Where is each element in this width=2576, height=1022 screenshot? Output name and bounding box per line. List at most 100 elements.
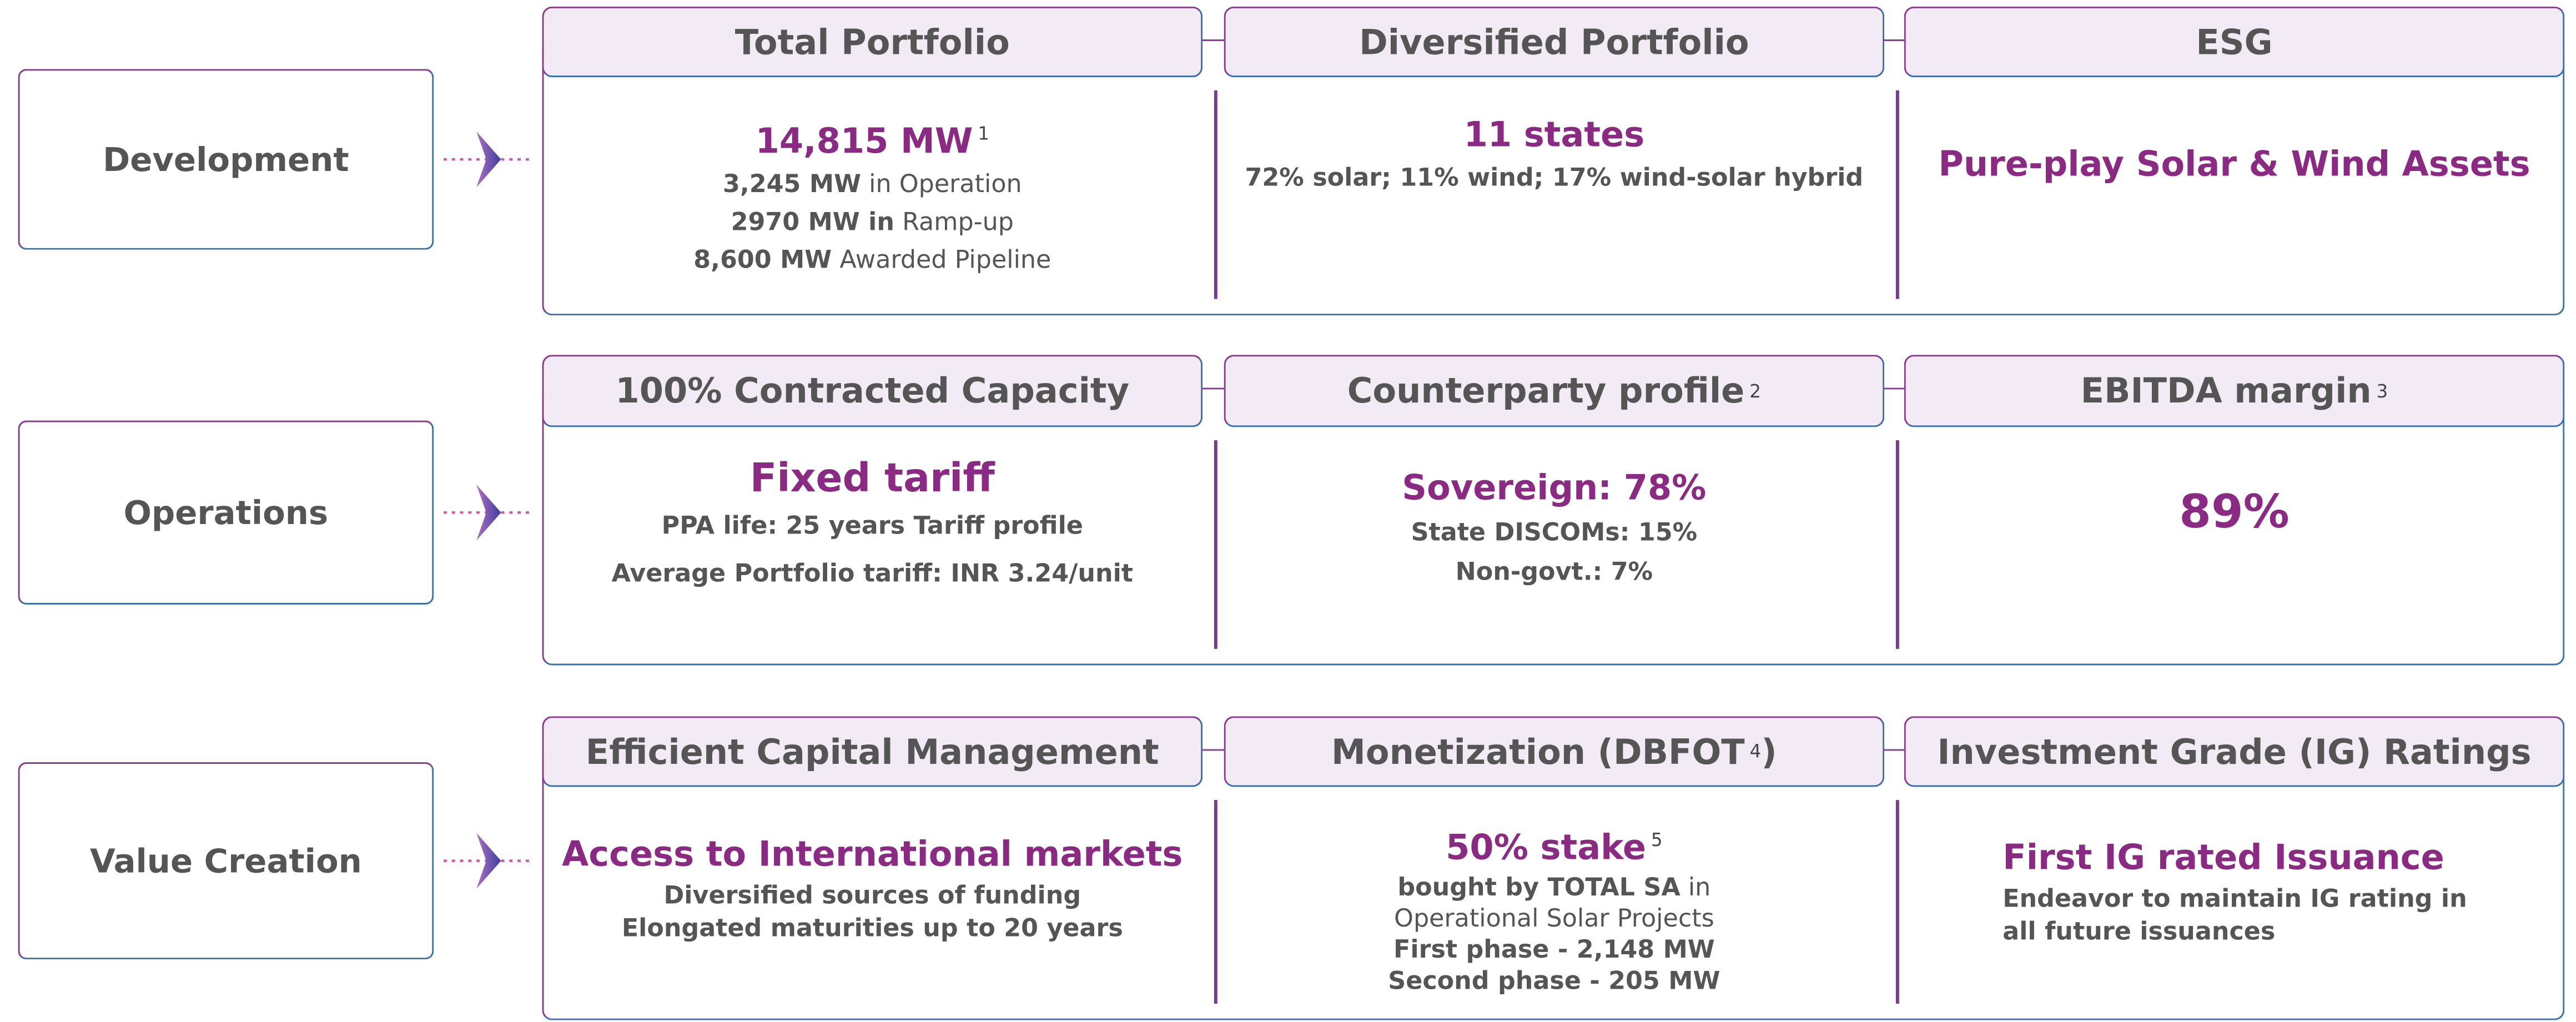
arrow <box>443 131 531 188</box>
detail-line: Average Portfolio tariff: INR 3.24/unit <box>542 550 1203 598</box>
detail-line: 3,245 MW in Operation <box>542 166 1203 204</box>
highlight: 14,815 MW 1 <box>542 110 1203 166</box>
divider <box>1895 800 1899 1004</box>
detail-line: Elongated maturities up to 20 years <box>542 912 1203 944</box>
text-run: First phase - 2,148 MW <box>1393 934 1715 965</box>
column-body: 89% <box>1904 480 2565 545</box>
highlight: Access to International markets <box>542 829 1203 879</box>
text-run: 14,815 MW <box>755 121 973 161</box>
detail-line: Second phase - 205 MW <box>1224 966 1885 997</box>
text-run: 8,600 MW <box>693 244 832 275</box>
detail-line: PPA life: 25 years Tariff profile <box>542 503 1203 551</box>
text-run: Non-govt.: 7% <box>1455 557 1653 587</box>
text-run: Awarded Pipeline <box>832 244 1051 275</box>
text-run: Total Portfolio <box>734 22 1010 62</box>
text-run: 4 <box>1749 741 1762 763</box>
column-header: 100% Contracted Capacity <box>542 355 1203 427</box>
arrow <box>443 484 531 541</box>
column-body: Access to International markets Diversifi… <box>542 829 1203 944</box>
text-run: ESG <box>2196 22 2273 62</box>
text-run: 3 <box>2376 380 2388 402</box>
detail-line: Diversified sources of funding <box>542 879 1203 912</box>
stage-label: Development <box>18 69 434 250</box>
column-header: ESG <box>1904 6 2565 78</box>
column-body: Pure-play Solar & Wind Assets <box>1904 140 2565 189</box>
detail-line: all future issuances <box>2003 915 2564 948</box>
column-header: Counterparty profile 2 <box>1224 355 1885 427</box>
text-run: Diversified sources of funding <box>663 880 1081 910</box>
text-run: Counterparty profile <box>1347 371 1745 411</box>
text-run: Fixed tariff <box>749 455 995 501</box>
divider <box>1214 440 1217 649</box>
text-run: EBITDA margin <box>2080 371 2372 411</box>
text-run: 100% Contracted Capacity <box>615 371 1130 411</box>
column-body: 14,815 MW 1 3,245 MW in Operation 2970 MW i… <box>542 110 1203 279</box>
text-run: Investment Grade (IG) Ratings <box>1937 732 2532 772</box>
highlight: 11 states <box>1224 110 1885 159</box>
text-run: Sovereign: 78% <box>1402 468 1707 508</box>
detail-line: Endeavor to maintain IG rating in <box>2003 882 2564 915</box>
text-run: bought by TOTAL SA <box>1397 872 1681 902</box>
text-run: Monetization (DBFOT <box>1331 732 1745 772</box>
column-header: Efficient Capital Management <box>542 716 1203 787</box>
divider <box>1895 440 1899 649</box>
text-run: 72% solar; 11% wind; 17% wind-solar hybr… <box>1245 162 1864 193</box>
column-body: First IG rated Issuance Endeavor to maint… <box>1904 833 2565 948</box>
highlight: First IG rated Issuance <box>2003 833 2564 882</box>
text-run: in Operation <box>861 169 1022 199</box>
text-run: 2 <box>1749 380 1761 402</box>
text-run: 2970 MW in <box>731 207 895 237</box>
text-run: Average Portfolio tariff: INR 3.24/unit <box>611 558 1134 588</box>
divider <box>1214 800 1217 1004</box>
highlight: 50% stake 5 <box>1224 817 1885 873</box>
text-run: Endeavor to maintain IG rating in <box>2003 884 2467 914</box>
column-body: 11 states 72% solar; 11% wind; 17% wind-s… <box>1224 110 1885 197</box>
detail-line: 8,600 MW Awarded Pipeline <box>542 241 1203 279</box>
text-run: Elongated maturities up to 20 years <box>621 913 1123 943</box>
text-run: 5 <box>1651 829 1663 851</box>
text-run: 3,245 MW <box>723 169 862 199</box>
highlight: 89% <box>1904 480 2565 545</box>
detail-line: bought by TOTAL SA in <box>1224 872 1885 903</box>
detail-line: Operational Solar Projects <box>1224 904 1885 935</box>
stage-label: Value Creation <box>18 762 434 960</box>
arrow <box>443 833 531 889</box>
highlight: Fixed tariff <box>542 454 1203 503</box>
text-run: 11 states <box>1463 115 1645 155</box>
column-header: Total Portfolio <box>542 6 1203 78</box>
text-run: all future issuances <box>2003 917 2276 947</box>
column-header: Monetization (DBFOT 4) <box>1224 716 1885 787</box>
text-run: in <box>1680 872 1711 902</box>
column-header: Investment Grade (IG) Ratings <box>1904 716 2565 787</box>
text-run: Ramp-up <box>894 207 1014 237</box>
column-body: Fixed tariff PPA life: 25 years Tariff pr… <box>542 454 1203 598</box>
detail-line: State DISCOMs: 15% <box>1224 512 1885 552</box>
text-run: 89% <box>2179 484 2290 539</box>
text-run: Diversified Portfolio <box>1359 22 1749 62</box>
text-run: Pure-play Solar & Wind Assets <box>1938 144 2530 184</box>
detail-line: 2970 MW in Ramp-up <box>542 204 1203 241</box>
text-run: Access to International markets <box>562 834 1183 874</box>
text-run: PPA life: 25 years Tariff profile <box>661 511 1083 541</box>
highlight: Sovereign: 78% <box>1224 463 1885 512</box>
column-header: EBITDA margin 3 <box>1904 355 2565 427</box>
text-run: First IG rated Issuance <box>2003 838 2444 878</box>
text-run: Second phase - 205 MW <box>1388 965 1720 996</box>
text-run: ) <box>1761 732 1777 772</box>
stage-label: Operations <box>18 420 434 605</box>
divider <box>1895 90 1899 299</box>
highlight: Pure-play Solar & Wind Assets <box>1904 140 2565 189</box>
detail-line: 72% solar; 11% wind; 17% wind-solar hybr… <box>1224 159 1885 197</box>
column-body: 50% stake 5 bought by TOTAL SA in Operation… <box>1224 817 1885 998</box>
text-run: Operational Solar Projects <box>1394 903 1714 933</box>
divider <box>1214 90 1217 299</box>
column-body: Sovereign: 78% State DISCOMs: 15% Non-govt… <box>1224 463 1885 591</box>
text-run: 50% stake <box>1446 828 1647 868</box>
text-run: 1 <box>978 123 990 145</box>
column-header: Diversified Portfolio <box>1224 6 1885 78</box>
text-run: State DISCOMs: 15% <box>1411 517 1698 547</box>
detail-line: Non-govt.: 7% <box>1224 552 1885 591</box>
text-run: Efficient Capital Management <box>585 732 1159 772</box>
detail-line: First phase - 2,148 MW <box>1224 935 1885 966</box>
